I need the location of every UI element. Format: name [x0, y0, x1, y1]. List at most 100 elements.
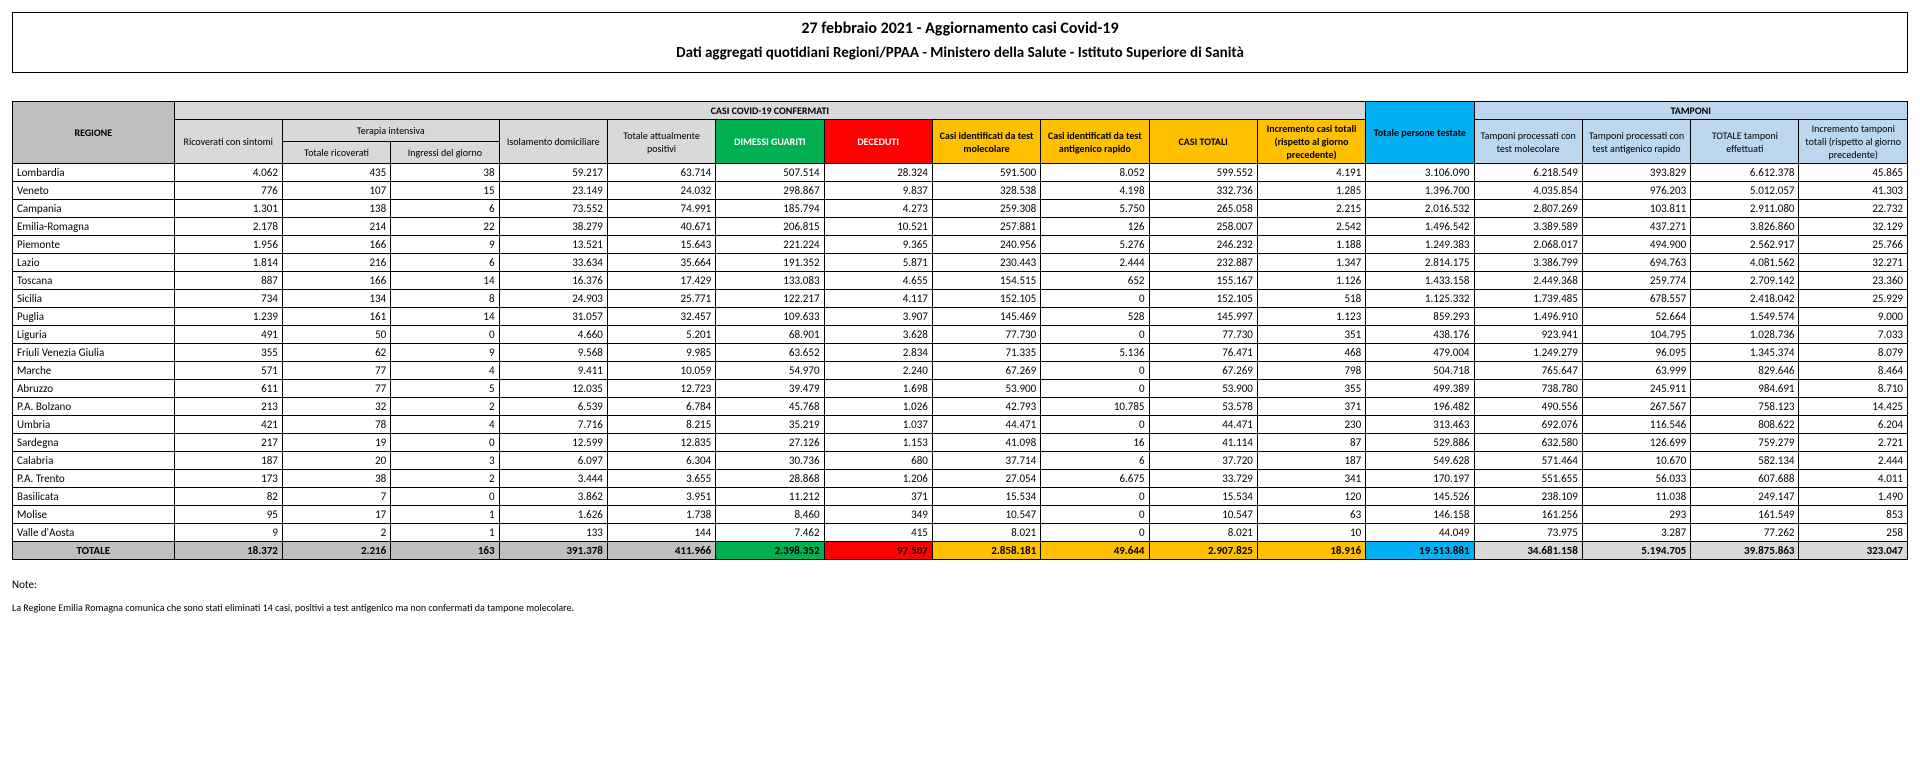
cell-tamp_tot: 2.418.042 [1691, 290, 1799, 308]
notes-line: La Regione Emilia Romagna comunica che s… [12, 601, 1908, 614]
cell-guariti: 45.768 [716, 398, 824, 416]
cell-incr_tamp: 853 [1799, 506, 1908, 524]
cell-incr_tamp: 2.444 [1799, 452, 1908, 470]
cell-tamp_tot: 77.262 [1691, 524, 1799, 542]
cell-tamp_mol: 738.780 [1474, 380, 1582, 398]
cell-guariti: 8.460 [716, 506, 824, 524]
cell-regione: Lazio [13, 254, 175, 272]
total-tamp_tot: 39.875.863 [1691, 542, 1799, 560]
cell-deceduti: 3.628 [824, 326, 932, 344]
cell-deceduti: 1.153 [824, 434, 932, 452]
total-tamp_ag: 5.194.705 [1582, 542, 1690, 560]
notes-title: Note: [12, 578, 1908, 591]
grp-tamponi: TAMPONI [1474, 102, 1908, 120]
cell-isolamento: 1.626 [499, 506, 607, 524]
cell-tamp_tot: 249.147 [1691, 488, 1799, 506]
cell-incr_tamp: 32.129 [1799, 218, 1908, 236]
cell-regione: Puglia [13, 308, 175, 326]
cell-ti_totale: 7 [282, 488, 390, 506]
cell-persone: 1.249.383 [1366, 236, 1474, 254]
cell-guariti: 39.479 [716, 380, 824, 398]
cell-ricoverati: 82 [174, 488, 282, 506]
cell-tamp_tot: 808.622 [1691, 416, 1799, 434]
cell-ti_ingressi: 4 [391, 362, 499, 380]
cell-regione: Umbria [13, 416, 175, 434]
cell-persone: 2.016.532 [1366, 200, 1474, 218]
cell-ti_totale: 2 [282, 524, 390, 542]
col-deceduti: DECEDUTI [824, 120, 932, 164]
cell-incr_casi: 1.285 [1257, 182, 1365, 200]
cell-tamp_mol: 3.389.589 [1474, 218, 1582, 236]
cell-tamp_ag: 694.763 [1582, 254, 1690, 272]
cell-isolamento: 23.149 [499, 182, 607, 200]
cell-ti_totale: 435 [282, 164, 390, 182]
cell-casi_tot: 145.997 [1149, 308, 1257, 326]
cell-ti_totale: 166 [282, 272, 390, 290]
cell-persone: 859.293 [1366, 308, 1474, 326]
cell-guariti: 35.219 [716, 416, 824, 434]
page-subtitle: Dati aggregati quotidiani Regioni/PPAA -… [23, 44, 1897, 62]
cell-ti_ingressi: 1 [391, 506, 499, 524]
cell-positivi: 15.643 [607, 236, 715, 254]
cell-positivi: 9.985 [607, 344, 715, 362]
col-ricoverati: Ricoverati con sintomi [174, 120, 282, 164]
cell-deceduti: 1.037 [824, 416, 932, 434]
cell-tamp_ag: 96.095 [1582, 344, 1690, 362]
grp-terapia: Terapia intensiva [282, 120, 499, 142]
table-row: Campania1.301138673.55274.991185.7944.27… [13, 200, 1908, 218]
cell-incr_tamp: 8.710 [1799, 380, 1908, 398]
cell-guariti: 7.462 [716, 524, 824, 542]
cell-ti_totale: 38 [282, 470, 390, 488]
cell-tamp_ag: 393.829 [1582, 164, 1690, 182]
cell-persone: 549.628 [1366, 452, 1474, 470]
cell-ricoverati: 421 [174, 416, 282, 434]
cell-tamp_mol: 1.739.485 [1474, 290, 1582, 308]
cell-casi_ag: 0 [1041, 524, 1149, 542]
cell-incr_casi: 355 [1257, 380, 1365, 398]
col-isolamento: Isolamento domiciliare [499, 120, 607, 164]
cell-positivi: 25.771 [607, 290, 715, 308]
cell-ti_totale: 134 [282, 290, 390, 308]
cell-tamp_ag: 103.811 [1582, 200, 1690, 218]
cell-isolamento: 73.552 [499, 200, 607, 218]
cell-incr_tamp: 41.303 [1799, 182, 1908, 200]
cell-tamp_tot: 984.691 [1691, 380, 1799, 398]
cell-casi_ag: 5.750 [1041, 200, 1149, 218]
cell-casi_mol: 152.105 [932, 290, 1040, 308]
cell-casi_mol: 591.500 [932, 164, 1040, 182]
cell-positivi: 6.784 [607, 398, 715, 416]
cell-casi_ag: 5.136 [1041, 344, 1149, 362]
cell-casi_tot: 67.269 [1149, 362, 1257, 380]
cell-deceduti: 4.655 [824, 272, 932, 290]
cell-casi_mol: 71.335 [932, 344, 1040, 362]
cell-casi_ag: 528 [1041, 308, 1149, 326]
cell-guariti: 68.901 [716, 326, 824, 344]
cell-casi_mol: 77.730 [932, 326, 1040, 344]
cell-incr_casi: 351 [1257, 326, 1365, 344]
cell-casi_tot: 53.578 [1149, 398, 1257, 416]
cell-casi_tot: 37.720 [1149, 452, 1257, 470]
cell-ti_totale: 19 [282, 434, 390, 452]
cell-tamp_mol: 692.076 [1474, 416, 1582, 434]
cell-incr_casi: 87 [1257, 434, 1365, 452]
cell-ricoverati: 611 [174, 380, 282, 398]
total-incr_casi: 18.916 [1257, 542, 1365, 560]
cell-persone: 499.389 [1366, 380, 1474, 398]
col-regione: REGIONE [13, 102, 175, 164]
table-row: Molise951711.6261.7388.46034910.547010.5… [13, 506, 1908, 524]
col-tamp-mol: Tamponi processati con test molecolare [1474, 120, 1582, 164]
cell-positivi: 12.723 [607, 380, 715, 398]
col-ti-ingressi: Ingressi del giorno [391, 142, 499, 164]
cell-regione: Campania [13, 200, 175, 218]
cell-incr_tamp: 45.865 [1799, 164, 1908, 182]
total-regione: TOTALE [13, 542, 175, 560]
cell-deceduti: 5.871 [824, 254, 932, 272]
cell-regione: P.A. Trento [13, 470, 175, 488]
cell-regione: Piemonte [13, 236, 175, 254]
cell-casi_mol: 67.269 [932, 362, 1040, 380]
cell-tamp_tot: 161.549 [1691, 506, 1799, 524]
table-row: P.A. Trento1733823.4443.65528.8681.20627… [13, 470, 1908, 488]
cell-tamp_mol: 632.580 [1474, 434, 1582, 452]
table-row: Friuli Venezia Giulia3556299.5689.98563.… [13, 344, 1908, 362]
cell-ti_ingressi: 0 [391, 434, 499, 452]
